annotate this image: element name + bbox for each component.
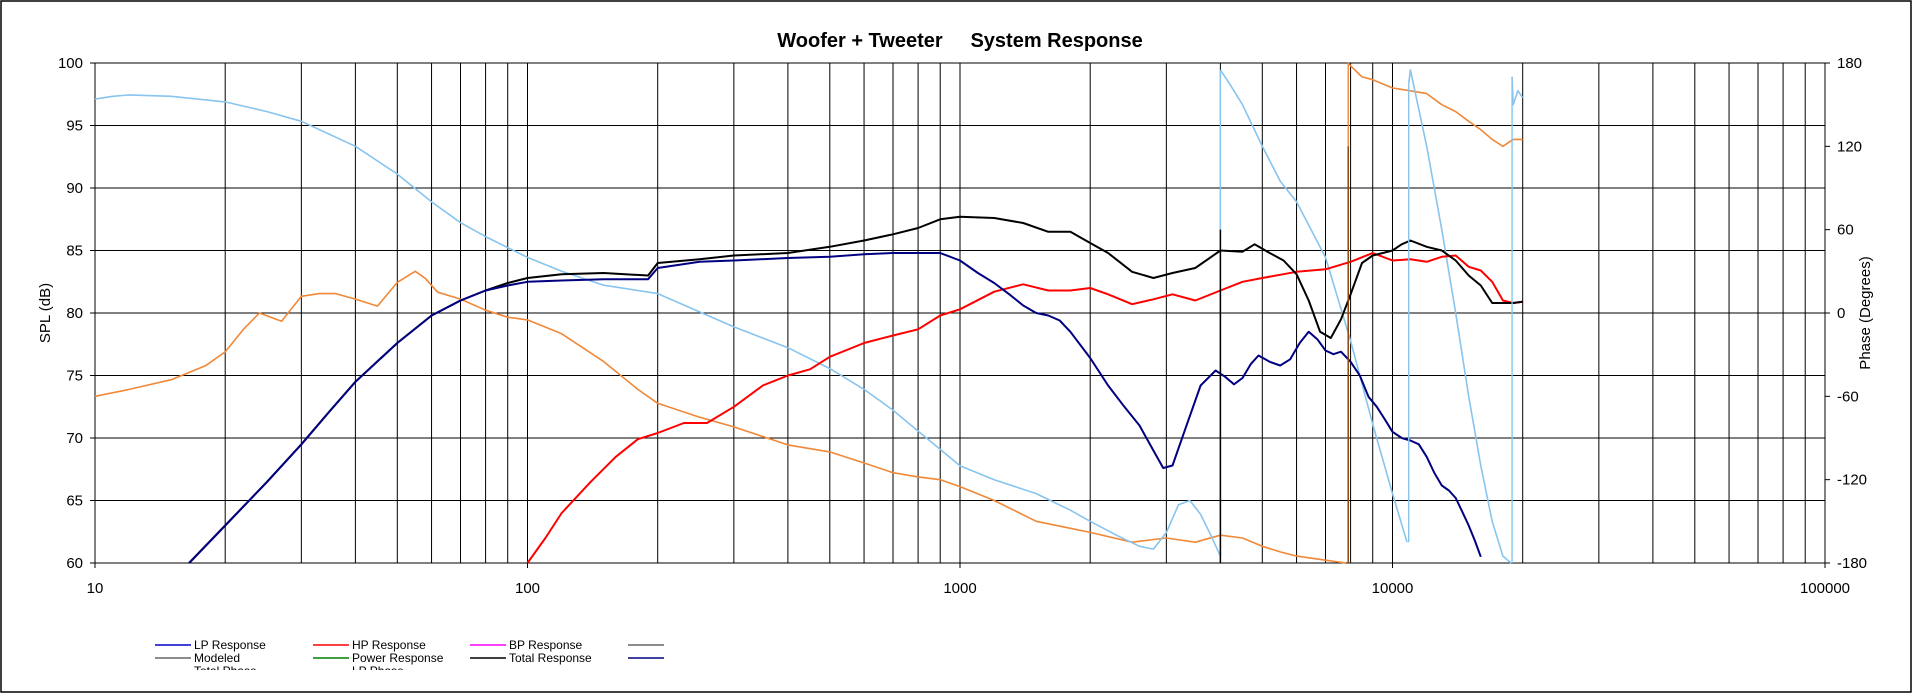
y2-tick-label: 60 <box>1837 222 1854 239</box>
y2-tick-label: -120 <box>1837 472 1867 489</box>
y-ticks: 60 65 70 75 80 85 90 95 100 <box>58 55 95 572</box>
series-line-total-response <box>188 215 1523 564</box>
x-tick-label: 10000 <box>1372 580 1414 597</box>
legend-label: Modeled <box>194 651 240 665</box>
y-tick-label: 70 <box>66 430 83 447</box>
legend-label: Total Response <box>509 651 592 665</box>
grid <box>95 63 1825 563</box>
series-layer <box>94 62 1524 564</box>
y2-tick-label: -60 <box>1837 388 1859 405</box>
y-tick-label: 80 <box>66 305 83 322</box>
y2-axis-label: Phase (Degrees) <box>1857 256 1874 369</box>
y2-tick-label: 120 <box>1837 138 1862 155</box>
legend-label: LP Response <box>194 638 266 652</box>
legend-label: HP Response <box>352 638 426 652</box>
y-tick-label: 95 <box>66 118 83 135</box>
y-tick-label: 65 <box>66 493 83 510</box>
y2-tick-label: 180 <box>1837 55 1862 72</box>
chart-title: Woofer + Tweeter System Response <box>777 30 1143 52</box>
x-tick-label: 100 <box>515 580 540 597</box>
y-tick-label: 85 <box>66 243 83 260</box>
y2-tick-label: -180 <box>1837 555 1867 572</box>
series-line-lp-phase <box>94 69 1524 564</box>
series-line-total-phase <box>94 62 1523 564</box>
x-ticks: 10 100 1000 10000 100000 <box>87 563 1850 597</box>
series-line-hp-response <box>526 252 1523 564</box>
legend-clip-cover <box>100 670 800 690</box>
y-axis-label: SPL (dB) <box>37 283 54 343</box>
x-tick-label: 10 <box>87 580 104 597</box>
x-tick-label: 1000 <box>943 580 976 597</box>
series-line-lp-response <box>188 252 1482 564</box>
y-tick-label: 60 <box>66 555 83 572</box>
y-tick-label: 90 <box>66 180 83 197</box>
y-tick-label: 75 <box>66 368 83 385</box>
legend-label: Power Response <box>352 651 444 665</box>
y2-tick-label: 0 <box>1837 305 1845 322</box>
y2-ticks: -180 -120 -60 0 60 120 180 <box>1825 55 1867 572</box>
x-tick-label: 100000 <box>1800 580 1850 597</box>
y-tick-label: 100 <box>58 55 83 72</box>
legend-label: BP Response <box>509 638 582 652</box>
